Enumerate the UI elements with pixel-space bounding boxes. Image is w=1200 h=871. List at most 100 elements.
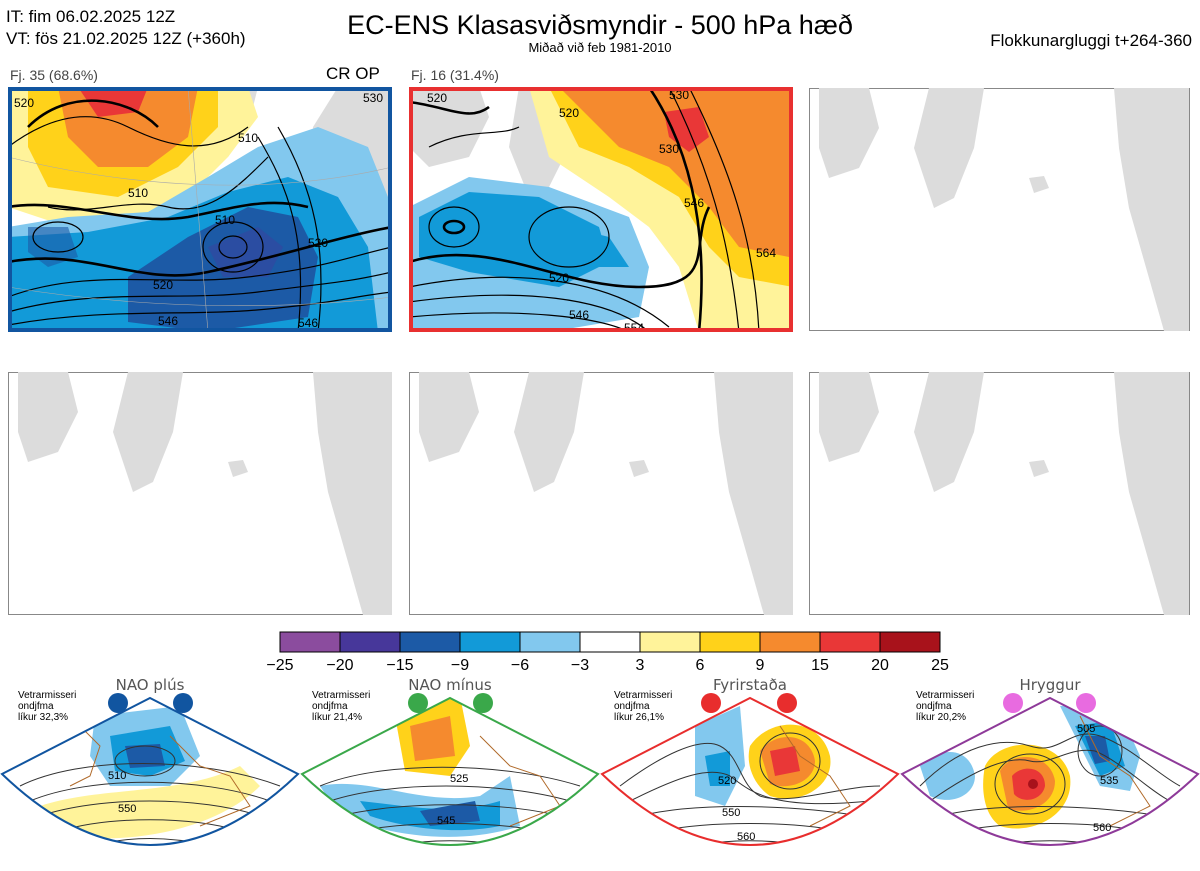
contour-label: 535 xyxy=(1100,775,1118,787)
empty-map-3 xyxy=(809,88,1190,331)
contour-label: 510 xyxy=(128,186,148,200)
contour-label: 505 xyxy=(1077,723,1095,735)
contour-label: 530 xyxy=(669,88,689,102)
contour-label: 565 xyxy=(447,850,465,862)
regime-probability: líkur 21,4% xyxy=(312,712,362,723)
regime-marker xyxy=(173,693,193,713)
colorbar-tick-label: −3 xyxy=(571,657,589,674)
contour-label: 546 xyxy=(569,308,589,322)
panel-1-tag: CR OP xyxy=(326,64,380,83)
header-info: IT: fim 06.02.2025 12Z VT: fös 21.02.202… xyxy=(6,6,246,50)
regime-probability: líkur 26,1% xyxy=(614,712,664,723)
colorbar-swatch xyxy=(339,631,401,653)
regime-note: ondjfma xyxy=(614,701,650,712)
cluster-1-border xyxy=(8,87,392,332)
colorbar-tick-label: −15 xyxy=(386,657,413,674)
regime-note: ondjfma xyxy=(18,701,54,712)
contour-label: 520 xyxy=(559,106,579,120)
regime-nao-minus: 525 545 565 NAO mínus Vetrarmisseri ondj… xyxy=(300,676,600,862)
regime-marker xyxy=(1003,693,1023,713)
contour-label: 545 xyxy=(437,815,455,827)
panel-2-label: Fj. 16 (31.4%) xyxy=(411,67,499,83)
contour-label: 564 xyxy=(756,246,776,260)
regime-note: Vetrarmisseri xyxy=(18,690,76,701)
colorbar-tick-label: −6 xyxy=(511,657,529,674)
colorbar-tick-label: −20 xyxy=(326,657,353,674)
colorbar-tick-label: 20 xyxy=(871,657,889,674)
contour-label: 520 xyxy=(427,91,447,105)
regime-title: NAO mínus xyxy=(408,676,492,694)
contour-label: 520 xyxy=(549,271,569,285)
empty-map-4 xyxy=(8,372,392,615)
colorbar-swatch xyxy=(699,631,761,653)
contour-label: 546 xyxy=(298,316,318,330)
contour-label: 520 xyxy=(308,236,328,250)
colorbar-tick-label: −9 xyxy=(451,657,469,674)
regime-nao-plus: 510 550 NAO plús Vetrarmisseri ondjfma l… xyxy=(0,676,300,846)
regime-marker xyxy=(408,693,428,713)
contour-label: 554 xyxy=(624,321,644,332)
regime-marker xyxy=(473,693,493,713)
page-subtitle: Miðað við feb 1981-2010 xyxy=(528,40,672,55)
regime-frame xyxy=(300,696,600,846)
cluster-2-border xyxy=(409,87,793,332)
regime-marker xyxy=(777,693,797,713)
contour-label: 546 xyxy=(684,196,704,210)
regime-title: NAO plús xyxy=(116,676,185,694)
colorbar-swatch xyxy=(579,631,641,653)
colorbar-swatch xyxy=(639,631,701,653)
contour-label: 560 xyxy=(1093,822,1111,834)
regime-marker xyxy=(701,693,721,713)
contour-label: 560 xyxy=(737,831,755,843)
colorbar-swatch xyxy=(279,631,341,653)
contour-label: 530 xyxy=(659,142,679,156)
initial-time: IT: fim 06.02.2025 12Z xyxy=(6,7,176,26)
cluster-1-map: 520 510 510 510 520 520 546 546 530 xyxy=(8,87,392,332)
regime-note: ondjfma xyxy=(916,701,952,712)
colorbar: −25 −20 −15 −9 −6 −3 3 6 9 15 20 25 xyxy=(266,631,949,674)
contour-label: 520 xyxy=(153,278,173,292)
panel-1-label: Fj. 35 (68.6%) xyxy=(10,67,98,83)
contour-label: 520 xyxy=(14,96,34,110)
contour-label: 530 xyxy=(363,91,383,105)
regime-note: Vetrarmisseri xyxy=(916,690,974,701)
regime-marker xyxy=(108,693,128,713)
contour-label: 510 xyxy=(238,131,258,145)
regime-marker xyxy=(1076,693,1096,713)
cluster-2-map: 520 520 530 546 520 546 554 564 530 xyxy=(409,87,793,332)
regime-probability: líkur 20,2% xyxy=(916,712,966,723)
empty-map-5 xyxy=(409,372,793,615)
contour-label: 550 xyxy=(722,807,740,819)
colorbar-swatch xyxy=(819,631,881,653)
regime-note: Vetrarmisseri xyxy=(312,690,370,701)
colorbar-tick-label: 25 xyxy=(931,657,949,674)
regime-probability: líkur 32,3% xyxy=(18,712,68,723)
colorbar-tick-label: 15 xyxy=(811,657,829,674)
colorbar-tick-label: 6 xyxy=(696,657,705,674)
contour-label: 510 xyxy=(215,213,235,227)
colorbar-swatch xyxy=(879,631,941,653)
colorbar-swatch xyxy=(519,631,581,653)
regime-title: Fyrirstaða xyxy=(713,676,787,694)
colorbar-tick-label: 9 xyxy=(756,657,765,674)
classification-window: Flokkunargluggi t+264-360 xyxy=(990,31,1192,50)
contour-label: 550 xyxy=(118,803,136,815)
regime-blocking: 520 550 560 Fyrirstaða Vetrarmisseri ond… xyxy=(600,676,900,846)
regime-title: Hryggur xyxy=(1019,676,1081,694)
colorbar-swatch xyxy=(459,631,521,653)
colorbar-tick-label: −25 xyxy=(266,657,293,674)
empty-map-6 xyxy=(809,372,1190,615)
contour-label: 510 xyxy=(108,770,126,782)
regime-ridge: 505 535 560 Hryggur Vetrarmisseri ondjfm… xyxy=(900,676,1200,846)
contour-label: 520 xyxy=(718,775,736,787)
page-title: EC-ENS Klasasviðsmyndir - 500 hPa hæð xyxy=(347,10,853,40)
regime-frame xyxy=(0,696,300,846)
regime-note: ondjfma xyxy=(312,701,348,712)
regime-frame xyxy=(900,696,1200,846)
colorbar-swatch xyxy=(399,631,461,653)
regime-note: Vetrarmisseri xyxy=(614,690,672,701)
colorbar-swatch xyxy=(759,631,821,653)
contour-label: 546 xyxy=(158,314,178,328)
contour-label: 525 xyxy=(450,773,468,785)
colorbar-tick-label: 3 xyxy=(636,657,645,674)
